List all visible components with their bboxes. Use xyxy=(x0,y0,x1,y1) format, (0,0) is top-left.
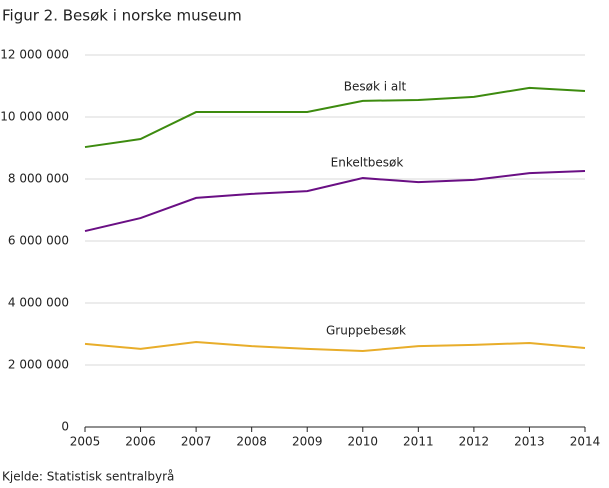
y-tick-label: 2 000 000 xyxy=(8,358,69,372)
source: Kjelde: Statistisk sentralbyrå xyxy=(2,470,174,484)
y-tick-label: 12 000 000 xyxy=(0,48,69,62)
x-tick-label: 2013 xyxy=(514,435,545,449)
x-tick-label: 2014 xyxy=(570,435,601,449)
x-tick-label: 2010 xyxy=(348,435,379,449)
x-tick-label: 2007 xyxy=(181,435,212,449)
chart-title: Figur 2. Besøk i norske museum xyxy=(2,7,242,25)
x-tick-label: 2005 xyxy=(70,435,101,449)
x-tick-label: 2012 xyxy=(459,435,490,449)
x-tick-label: 2011 xyxy=(403,435,434,449)
series-line xyxy=(84,169,586,233)
y-tick-label: 6 000 000 xyxy=(8,234,69,248)
y-tick-label: 0 xyxy=(61,420,69,434)
y-tick-label: 4 000 000 xyxy=(8,296,69,310)
x-tick-label: 2008 xyxy=(236,435,267,449)
y-tick-label: 8 000 000 xyxy=(8,172,69,186)
series-label: Gruppebesøk xyxy=(326,324,406,338)
y-tick-label: 10 000 000 xyxy=(0,110,69,124)
series-label: Enkeltbesøk xyxy=(331,156,404,170)
series-line xyxy=(84,86,586,149)
series-label: Besøk i alt xyxy=(344,80,407,94)
x-tick-label: 2009 xyxy=(292,435,323,449)
series-line xyxy=(84,341,586,353)
x-tick-label: 2006 xyxy=(125,435,156,449)
